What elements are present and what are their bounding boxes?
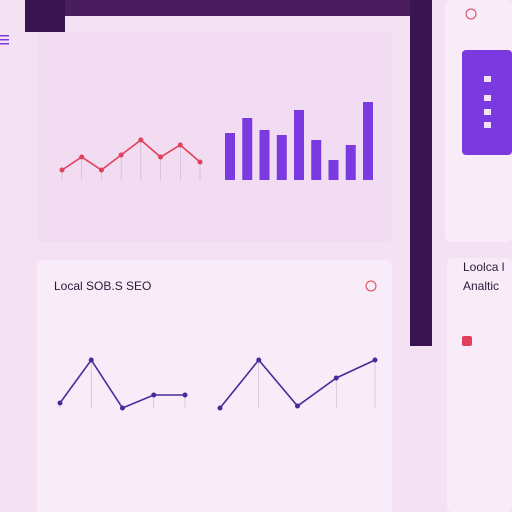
bar	[311, 140, 322, 180]
bar	[345, 145, 356, 180]
card-seo	[37, 260, 392, 512]
bar	[259, 130, 270, 180]
point	[177, 142, 183, 148]
point	[158, 154, 164, 160]
divider	[410, 0, 432, 346]
bar	[242, 118, 253, 180]
point	[79, 154, 85, 160]
point	[256, 357, 262, 363]
menu-icon[interactable]	[0, 35, 9, 45]
point	[120, 405, 125, 411]
series-line	[61, 138, 201, 171]
point	[59, 167, 65, 173]
point	[57, 400, 63, 406]
bar	[328, 160, 339, 180]
plots	[57, 102, 378, 411]
point	[197, 159, 203, 165]
point	[372, 357, 378, 363]
top-block	[25, 0, 65, 32]
side-title: Loolca l	[463, 260, 504, 274]
side-card	[447, 258, 512, 512]
bar	[363, 102, 373, 180]
point	[151, 392, 157, 398]
card-button[interactable]	[365, 280, 377, 292]
point	[217, 405, 223, 411]
bar	[294, 110, 304, 180]
card-charts	[37, 32, 392, 242]
legend-swatch	[462, 336, 472, 346]
point	[138, 137, 144, 143]
purple-panel	[462, 50, 512, 155]
point	[118, 152, 124, 158]
point	[295, 403, 300, 409]
point	[333, 375, 339, 381]
bar	[276, 135, 287, 180]
card-title: Local SOB.S SEO	[54, 279, 151, 293]
point	[88, 357, 94, 363]
top-bar	[25, 0, 410, 16]
side-subtitle: Analtic	[463, 279, 499, 293]
panel-icons	[484, 76, 491, 128]
point	[98, 167, 104, 173]
bar	[225, 133, 235, 180]
point	[182, 392, 188, 398]
avatar[interactable]	[465, 8, 477, 20]
